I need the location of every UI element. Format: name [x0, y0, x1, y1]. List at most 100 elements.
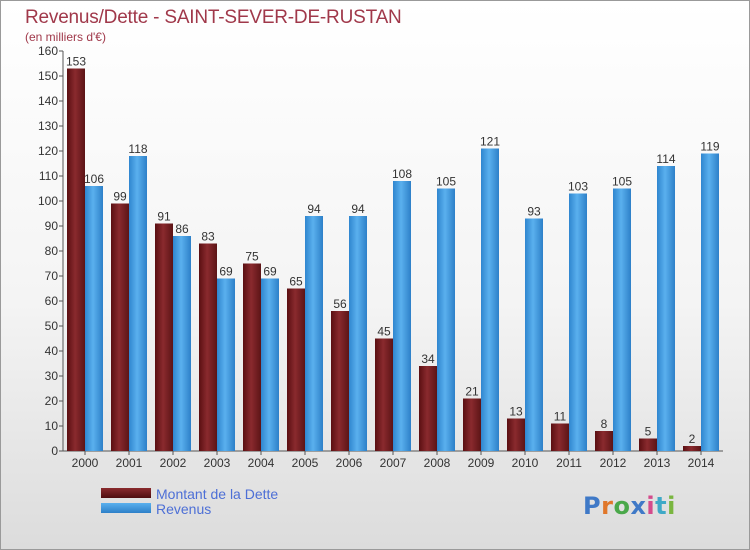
legend-swatch-dette	[101, 488, 151, 498]
x-tick-label: 2014	[688, 456, 715, 470]
bars	[67, 68, 719, 451]
bar-dette	[507, 418, 525, 451]
data-label-dette: 153	[66, 55, 86, 69]
data-label-revenus: 119	[700, 140, 719, 154]
bar-dette	[111, 203, 129, 451]
bar-dette	[331, 311, 349, 451]
y-tick-label: 30	[45, 369, 59, 383]
y-tick-label: 70	[45, 269, 59, 283]
bar-dette	[67, 68, 85, 451]
y-tick-label: 80	[45, 244, 59, 258]
data-label-dette: 91	[157, 210, 171, 224]
bar-dette	[155, 223, 173, 451]
x-tick-label: 2007	[380, 456, 407, 470]
data-label-revenus: 69	[263, 265, 277, 279]
legend-swatch-revenus	[101, 503, 151, 513]
data-label-revenus: 108	[392, 167, 412, 181]
bar-revenus	[657, 166, 675, 451]
bar-revenus	[393, 181, 411, 451]
y-tick-label: 120	[38, 144, 58, 158]
y-tick-label: 140	[38, 94, 58, 108]
y-tick-label: 0	[51, 444, 58, 458]
bar-revenus	[437, 188, 455, 451]
x-tick-label: 2013	[644, 456, 671, 470]
bar-revenus	[349, 216, 367, 451]
bar-revenus	[701, 153, 719, 451]
legend-label-revenus: Revenus	[156, 501, 212, 517]
x-tick-label: 2008	[424, 456, 451, 470]
bar-revenus	[569, 193, 587, 451]
x-tick-label: 2011	[556, 456, 582, 470]
y-tick-label: 160	[38, 44, 58, 58]
bar-revenus	[85, 186, 103, 451]
bar-revenus	[613, 188, 631, 451]
y-tick-label: 60	[45, 294, 59, 308]
bar-revenus	[217, 278, 235, 451]
bar-dette	[683, 446, 701, 451]
bar-dette	[463, 398, 481, 451]
x-tick-label: 2000	[72, 456, 99, 470]
data-label-dette: 99	[113, 190, 127, 204]
y-tick-label: 150	[38, 69, 58, 83]
chart-subtitle: (en milliers d'€)	[25, 30, 106, 44]
data-label-dette: 5	[645, 425, 652, 439]
bar-dette	[419, 366, 437, 451]
data-label-revenus: 106	[84, 172, 104, 186]
data-label-revenus: 94	[307, 202, 321, 216]
data-label-revenus: 121	[480, 135, 500, 149]
data-label-dette: 34	[421, 352, 435, 366]
data-label-revenus: 118	[128, 142, 147, 156]
data-label-dette: 21	[465, 385, 479, 399]
bar-dette	[287, 288, 305, 451]
x-tick-label: 2006	[336, 456, 363, 470]
x-tick-label: 2004	[248, 456, 275, 470]
data-label-revenus: 69	[219, 265, 233, 279]
bar-revenus	[481, 148, 499, 451]
data-label-dette: 65	[289, 275, 303, 289]
y-tick-label: 10	[45, 419, 59, 433]
data-label-dette: 11	[554, 410, 567, 424]
x-tick-label: 2009	[468, 456, 495, 470]
data-label-dette: 56	[333, 297, 347, 311]
bar-revenus	[525, 218, 543, 451]
y-tick-label: 40	[45, 344, 59, 358]
legend-label-dette: Montant de la Dette	[156, 486, 279, 502]
y-tick-label: 90	[45, 219, 59, 233]
data-label-dette: 75	[245, 250, 259, 264]
bar-revenus	[261, 278, 279, 451]
bar-dette	[551, 423, 569, 451]
y-tick-label: 50	[45, 319, 59, 333]
proxiti-logo: Proxiti	[583, 492, 676, 520]
x-tick-label: 2012	[600, 456, 627, 470]
data-labels: 1531069911891868369756965945694451083410…	[66, 55, 720, 447]
data-label-revenus: 86	[175, 222, 189, 236]
bar-dette	[243, 263, 261, 451]
y-tick-label: 130	[38, 119, 58, 133]
data-label-revenus: 114	[656, 152, 675, 166]
bar-revenus	[305, 216, 323, 451]
bar-dette	[375, 338, 393, 451]
data-label-dette: 13	[509, 405, 523, 419]
x-tick-label: 2002	[160, 456, 187, 470]
data-label-dette: 83	[201, 230, 215, 244]
y-tick-label: 100	[38, 194, 58, 208]
bar-dette	[199, 243, 217, 451]
bar-revenus	[173, 236, 191, 451]
x-tick-label: 2003	[204, 456, 231, 470]
bar-dette	[639, 438, 657, 451]
data-label-revenus: 103	[568, 180, 588, 194]
x-tick-label: 2005	[292, 456, 319, 470]
bar-revenus	[129, 156, 147, 451]
data-label-revenus: 105	[612, 175, 632, 189]
chart-title: Revenus/Dette - SAINT-SEVER-DE-RUSTAN	[25, 7, 402, 28]
data-label-dette: 8	[601, 417, 608, 431]
y-tick-label: 110	[39, 169, 58, 183]
data-label-revenus: 105	[436, 175, 456, 189]
data-label-revenus: 94	[351, 202, 365, 216]
bar-dette	[595, 431, 613, 451]
y-tick-label: 20	[45, 394, 59, 408]
data-label-dette: 2	[689, 432, 696, 446]
x-tick-label: 2010	[512, 456, 539, 470]
